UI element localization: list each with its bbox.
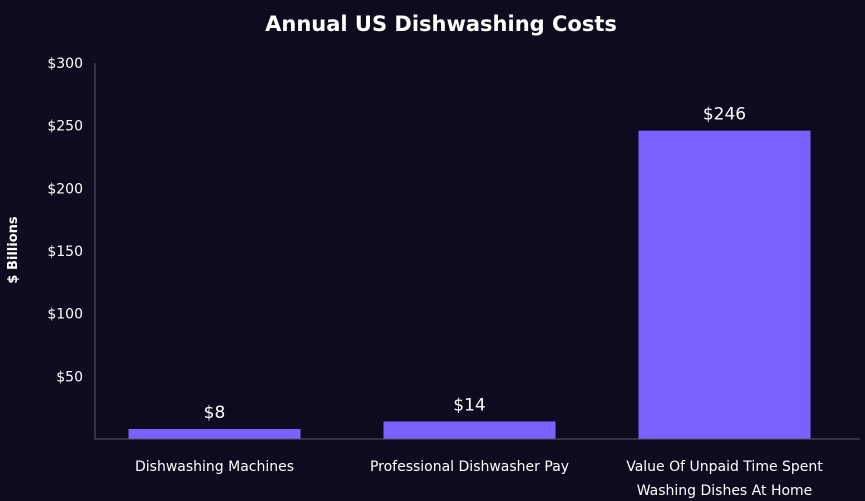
y-axis-ticks: $50 $100 $150 $200 $250 $300 — [47, 56, 83, 385]
bar — [128, 428, 301, 439]
bar — [383, 421, 556, 439]
value-labels: $8 $14 $246 — [204, 105, 746, 423]
y-tick-label: $150 — [47, 244, 83, 260]
y-axis-label: $ Billions — [6, 216, 21, 283]
bar-value-label: $8 — [204, 403, 226, 423]
y-tick-label: $300 — [47, 56, 83, 72]
x-category-label: Dishwashing Machines — [135, 459, 294, 475]
y-tick-label: $200 — [47, 181, 83, 197]
y-tick-label: $250 — [47, 119, 83, 135]
category-labels: Dishwashing Machines Professional Dishwas… — [135, 459, 823, 499]
x-category-label: Value Of Unpaid Time Spent — [626, 459, 823, 475]
x-category-label: Washing Dishes At Home — [637, 483, 813, 499]
bar — [638, 130, 811, 439]
bar-value-label: $14 — [453, 395, 485, 415]
bar-value-label: $246 — [703, 105, 746, 125]
y-tick-label: $50 — [56, 369, 83, 385]
y-tick-label: $100 — [47, 307, 83, 323]
chart-title: Annual US Dishwashing Costs — [265, 12, 617, 36]
bars — [128, 130, 811, 439]
x-category-label: Professional Dishwasher Pay — [370, 459, 569, 475]
